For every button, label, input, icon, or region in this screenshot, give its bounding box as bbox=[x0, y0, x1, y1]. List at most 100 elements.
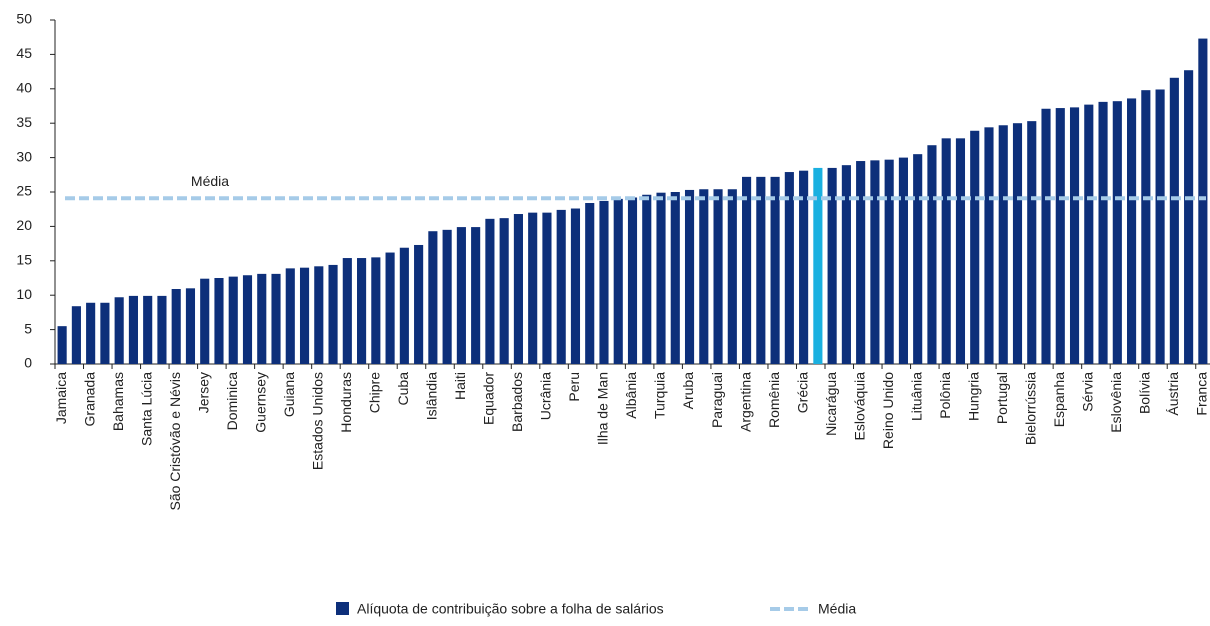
y-tick-label: 15 bbox=[16, 252, 32, 268]
bar bbox=[485, 218, 495, 364]
bar bbox=[699, 189, 709, 364]
bar bbox=[941, 138, 951, 364]
bar bbox=[171, 289, 181, 364]
bar bbox=[570, 208, 581, 364]
bar bbox=[970, 130, 980, 364]
bar bbox=[143, 295, 153, 364]
bar bbox=[1041, 108, 1051, 364]
x-tick-label: Guernsey bbox=[252, 372, 268, 433]
bar bbox=[784, 172, 794, 364]
bar bbox=[1169, 77, 1179, 365]
x-tick-label: Estados Unidos bbox=[309, 372, 325, 470]
bar bbox=[1084, 104, 1094, 365]
bar bbox=[742, 176, 752, 364]
y-tick-label: 45 bbox=[16, 45, 32, 61]
bar bbox=[128, 295, 138, 364]
x-tick-label: Franca bbox=[1194, 372, 1210, 416]
bar bbox=[670, 192, 680, 364]
x-tick-label: Eslovênia bbox=[1108, 372, 1124, 433]
x-tick-label: Ucrânia bbox=[538, 372, 554, 420]
bar bbox=[841, 165, 851, 364]
bar bbox=[200, 278, 210, 364]
x-tick-label: Honduras bbox=[338, 372, 354, 433]
y-tick-label: 10 bbox=[16, 286, 32, 302]
bar bbox=[955, 138, 966, 364]
y-tick-label: 30 bbox=[16, 148, 32, 164]
bar bbox=[185, 288, 196, 364]
bar bbox=[585, 203, 595, 364]
bar bbox=[1098, 101, 1108, 364]
x-tick-label: Haiti bbox=[452, 372, 468, 400]
bar bbox=[357, 258, 367, 364]
bar bbox=[71, 306, 81, 364]
bar bbox=[1112, 101, 1122, 365]
bar bbox=[86, 302, 96, 364]
bar bbox=[713, 189, 723, 364]
bar bbox=[228, 276, 238, 364]
x-tick-label: Bahamas bbox=[110, 372, 126, 431]
bar bbox=[471, 227, 481, 364]
bar bbox=[542, 212, 552, 364]
legend-label: Média bbox=[818, 601, 856, 617]
bar bbox=[856, 161, 866, 364]
x-tick-label: Guiana bbox=[281, 372, 297, 417]
bar bbox=[984, 127, 994, 364]
x-tick-label: Reino Unido bbox=[880, 372, 896, 449]
bar bbox=[114, 297, 124, 364]
bar bbox=[1198, 38, 1208, 365]
x-tick-label: São Cristóvão e Névis bbox=[167, 372, 183, 511]
y-tick-label: 5 bbox=[24, 320, 32, 336]
bar bbox=[456, 227, 466, 364]
y-tick-label: 0 bbox=[24, 355, 32, 371]
bar bbox=[314, 266, 324, 364]
bar bbox=[799, 170, 809, 364]
bar bbox=[242, 275, 253, 364]
bar bbox=[1141, 90, 1151, 365]
bar bbox=[884, 159, 894, 364]
x-tick-label: Islândia bbox=[424, 372, 440, 420]
bar bbox=[998, 125, 1008, 364]
x-tick-label: Equador bbox=[481, 372, 497, 425]
bar bbox=[927, 145, 937, 364]
bar bbox=[442, 229, 452, 364]
bar bbox=[57, 326, 67, 364]
bar bbox=[428, 231, 438, 364]
bar bbox=[1012, 123, 1023, 364]
bar bbox=[770, 176, 780, 364]
mean-label: Média bbox=[191, 173, 229, 189]
x-tick-label: Ilha de Man bbox=[595, 372, 611, 445]
x-tick-label: Sérvia bbox=[1079, 372, 1095, 412]
x-tick-label: Granada bbox=[81, 372, 97, 427]
bar bbox=[684, 189, 695, 364]
bar bbox=[214, 278, 224, 364]
bar bbox=[1184, 70, 1194, 364]
x-tick-label: Chipre bbox=[367, 372, 383, 413]
bar bbox=[627, 197, 638, 364]
x-tick-label: Turquia bbox=[652, 372, 668, 419]
x-tick-label: Lituânia bbox=[908, 372, 924, 421]
bar bbox=[385, 252, 395, 364]
y-tick-label: 50 bbox=[16, 11, 32, 27]
bar bbox=[299, 267, 310, 364]
x-tick-label: Áustria bbox=[1165, 372, 1181, 416]
bar bbox=[613, 198, 623, 364]
bar bbox=[898, 157, 908, 364]
bar bbox=[642, 194, 652, 364]
x-tick-label: Paraguai bbox=[709, 372, 725, 428]
x-tick-label: Cuba bbox=[395, 372, 411, 406]
legend-swatch bbox=[336, 602, 349, 615]
x-tick-label: Portugal bbox=[994, 372, 1010, 424]
x-tick-label: Nicarágua bbox=[823, 372, 839, 436]
bar bbox=[513, 214, 523, 364]
bar bbox=[157, 295, 167, 364]
bar bbox=[285, 268, 295, 364]
bar bbox=[1069, 107, 1080, 364]
bar bbox=[1027, 121, 1037, 364]
y-tick-label: 25 bbox=[16, 183, 32, 199]
bar bbox=[342, 258, 352, 364]
bar bbox=[100, 302, 110, 364]
x-tick-label: Dominica bbox=[224, 372, 240, 431]
bar bbox=[371, 257, 381, 364]
x-tick-label: Bolívia bbox=[1137, 372, 1153, 414]
bar bbox=[656, 192, 666, 364]
